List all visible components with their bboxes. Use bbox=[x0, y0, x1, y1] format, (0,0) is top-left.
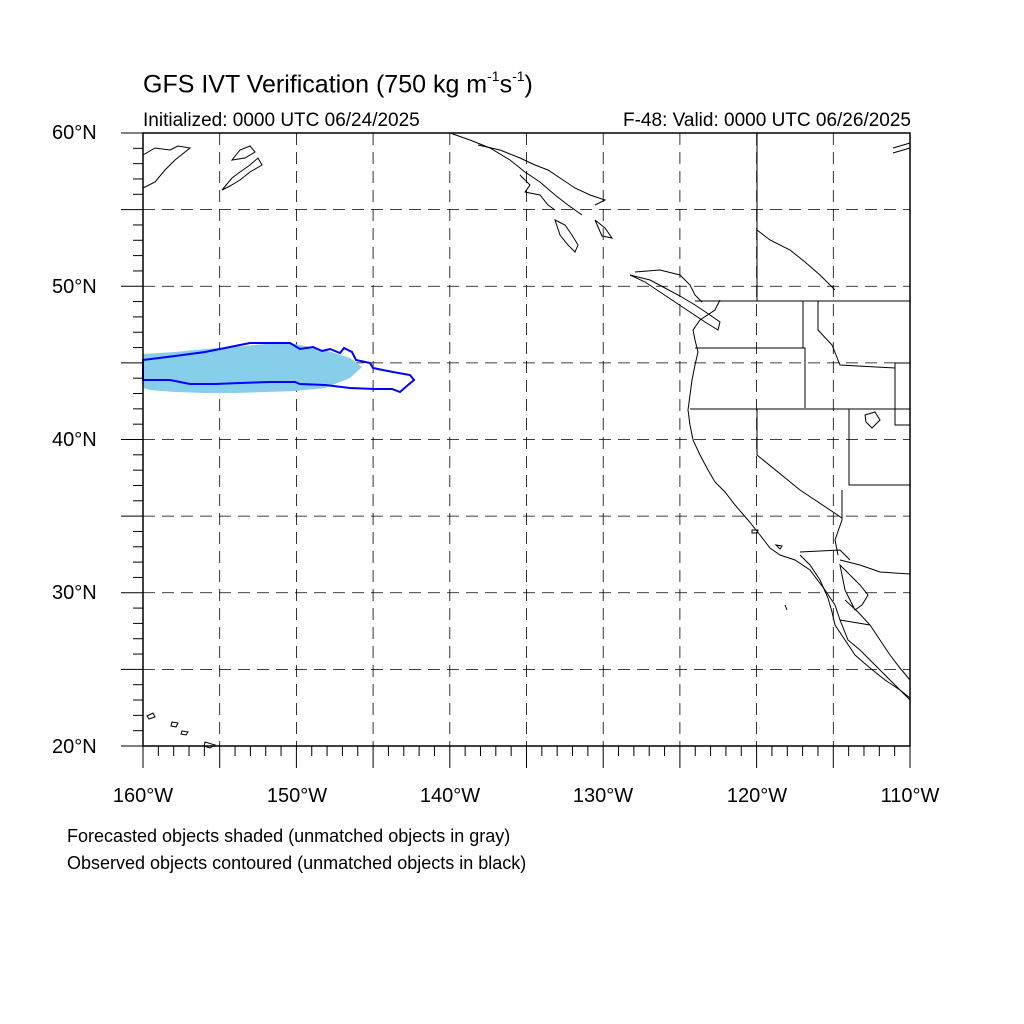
lon-label-120w: 120°W bbox=[726, 785, 788, 807]
map-title: GFS IVT Verification (750 kg m-1s-1) bbox=[143, 68, 533, 99]
legend-note-observed: Observed objects contoured (unmatched ob… bbox=[67, 853, 527, 873]
graticule bbox=[143, 133, 910, 746]
axis-ticks bbox=[121, 132, 911, 768]
lon-label-150w: 150°W bbox=[266, 785, 328, 807]
lon-label-160w: 160°W bbox=[112, 785, 174, 807]
forecast-object bbox=[143, 344, 362, 393]
lat-label-40: 40°N bbox=[52, 429, 97, 451]
lat-label-20: 20°N bbox=[52, 736, 97, 758]
lon-label-110w: 110°W bbox=[880, 785, 940, 807]
lat-label-60: 60°N bbox=[52, 122, 97, 144]
coastlines bbox=[142, 132, 911, 749]
lat-label-50: 50°N bbox=[52, 276, 97, 298]
lon-label-140w: 140°W bbox=[419, 785, 481, 807]
political-borders bbox=[690, 133, 911, 561]
legend-note-forecast: Forecasted objects shaded (unmatched obj… bbox=[67, 826, 511, 846]
lat-label-30: 30°N bbox=[52, 582, 97, 604]
initialized-time: Initialized: 0000 UTC 06/24/2025 bbox=[143, 110, 420, 131]
valid-time: F-48: Valid: 0000 UTC 06/26/2025 bbox=[623, 110, 911, 131]
plot-frame bbox=[142, 132, 911, 747]
observed-object-contour bbox=[142, 342, 416, 394]
lon-label-130w: 130°W bbox=[572, 785, 634, 807]
